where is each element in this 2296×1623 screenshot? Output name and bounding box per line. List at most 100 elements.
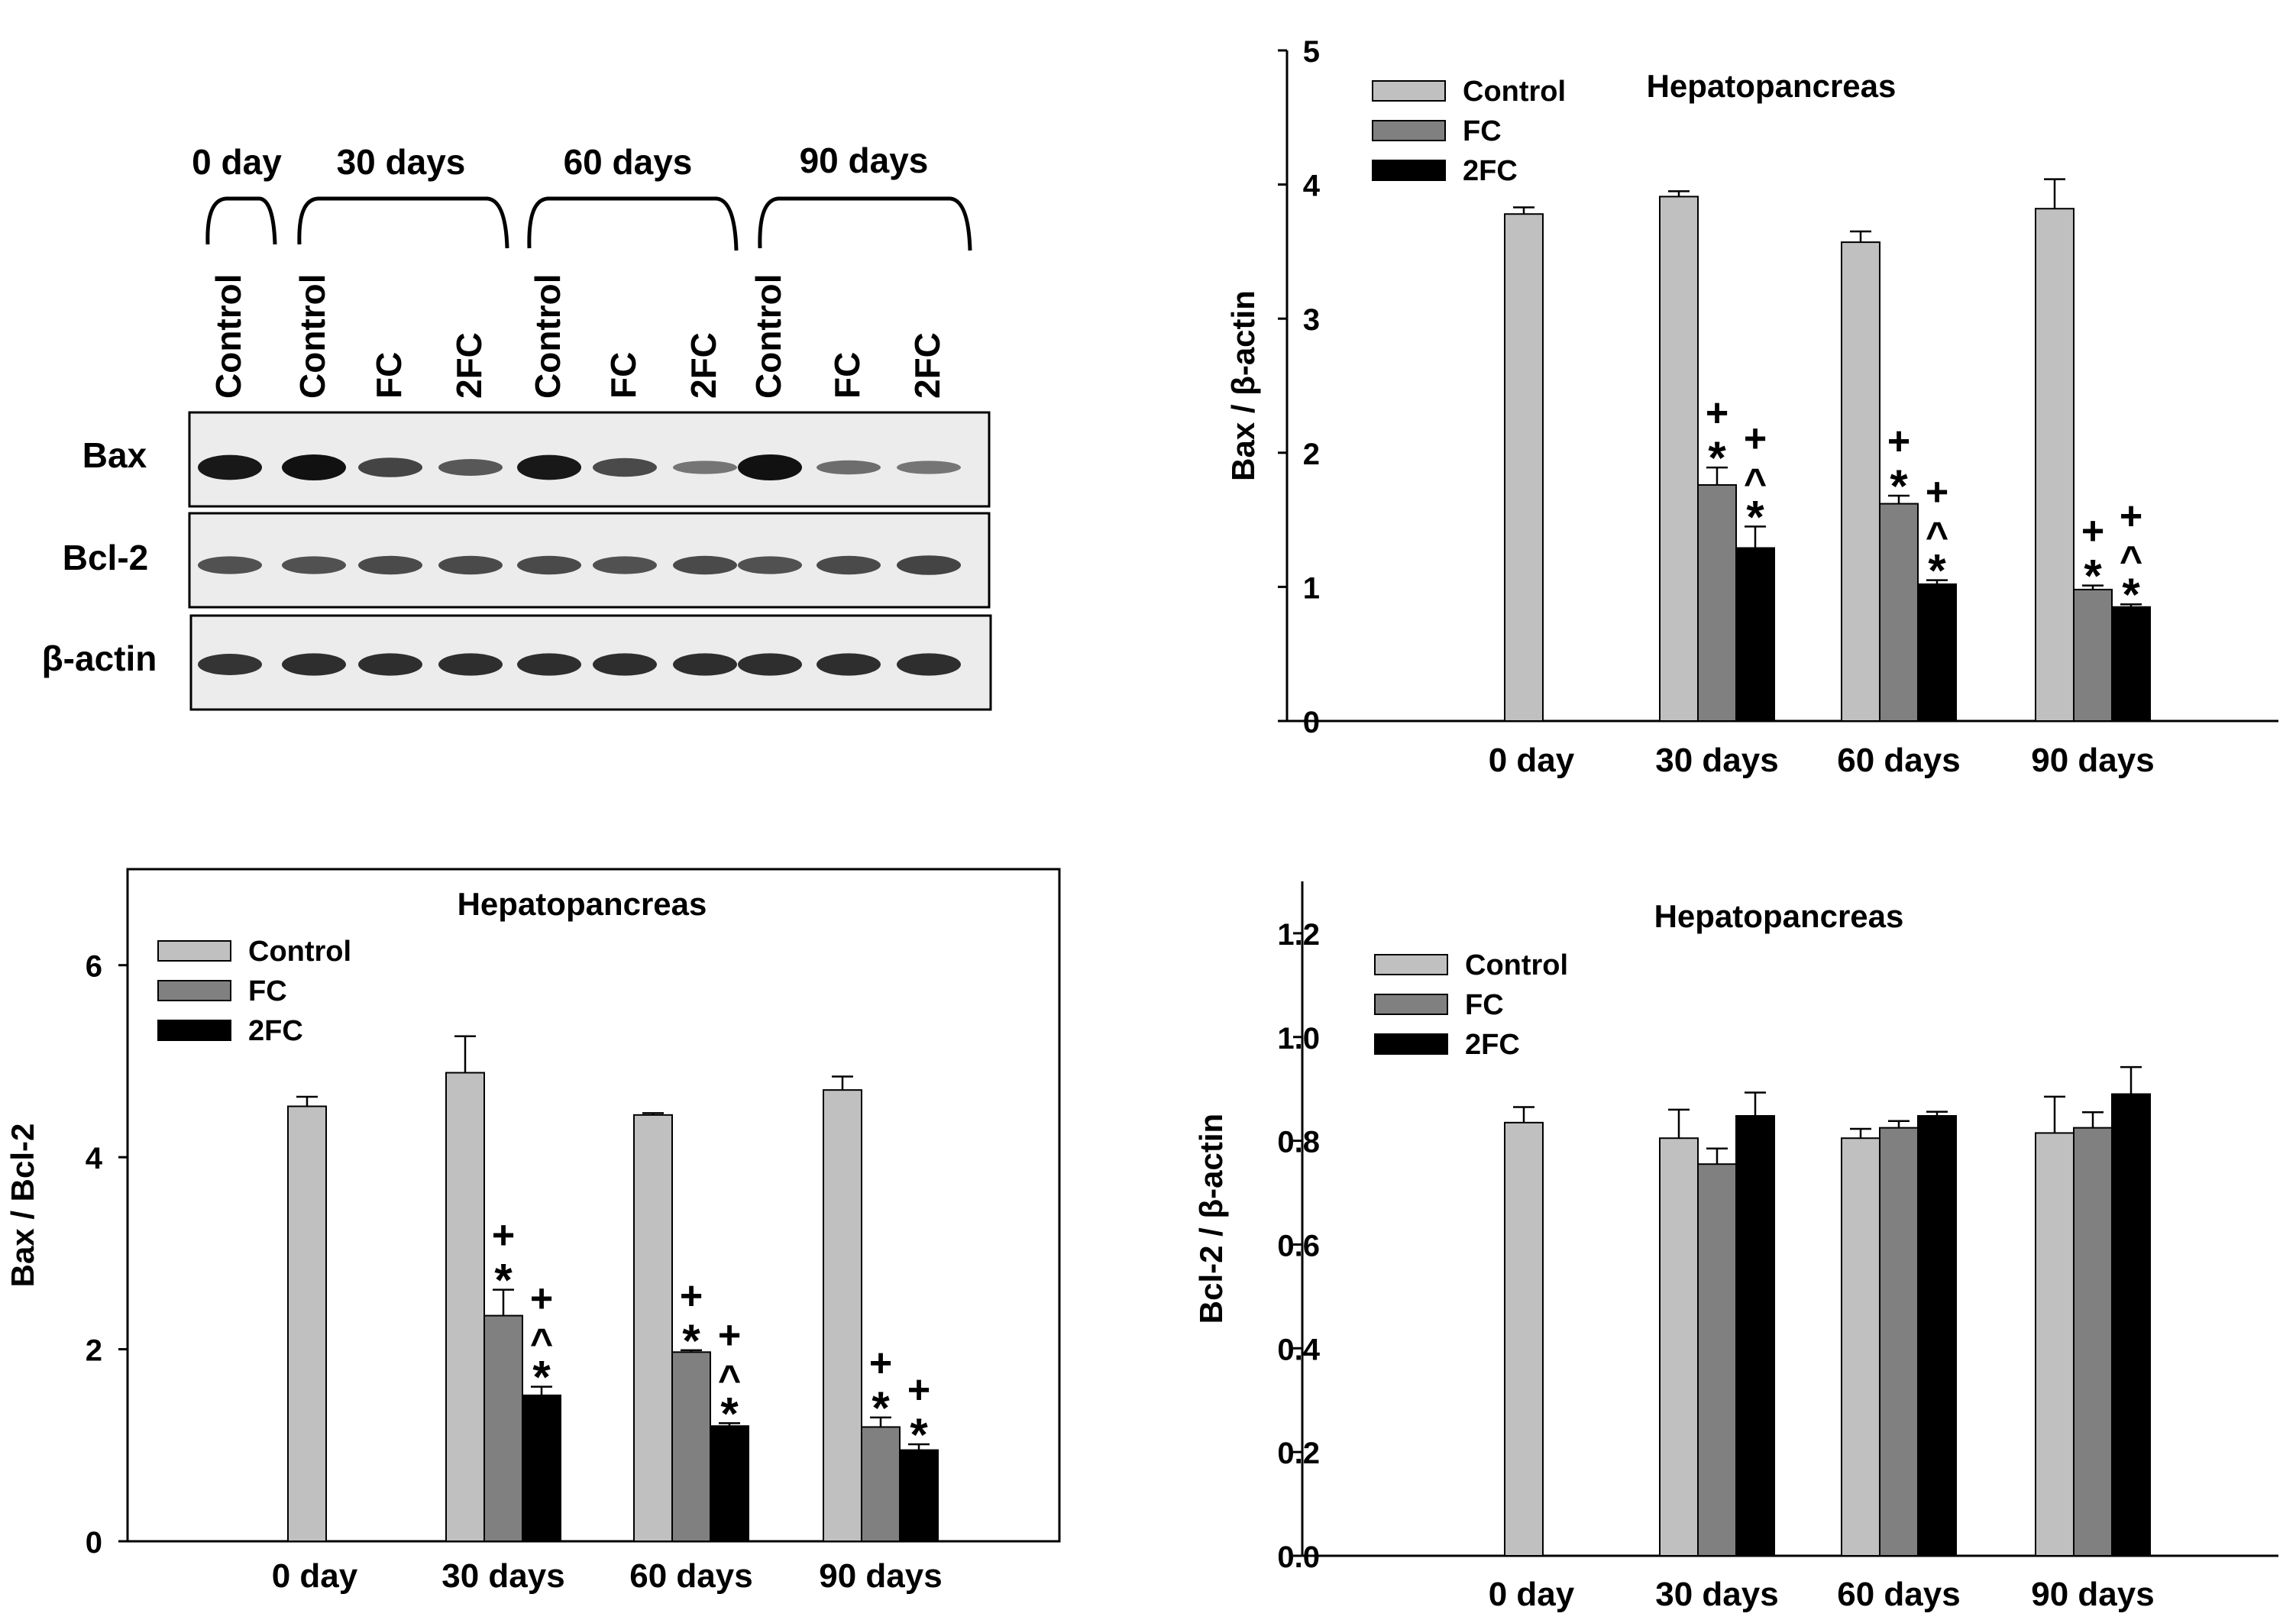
significance-mark: * xyxy=(2122,569,2140,620)
blot-lane-labels: Control Control FC 2FC Control FC 2FC Control FC… xyxy=(209,273,947,399)
blot-band-2-2 xyxy=(358,653,422,676)
blot-band-0-4 xyxy=(517,454,581,480)
blot-band-1-1 xyxy=(282,556,346,574)
legend-label: Control xyxy=(1463,76,1566,108)
bar-control-2 xyxy=(633,1114,673,1543)
y-axis-label: Bcl-2 / β-actin xyxy=(1193,1114,1229,1324)
y-tick-label: 0.6 xyxy=(1277,1229,1320,1263)
y-tick-label: 0.2 xyxy=(1277,1437,1320,1470)
x-tick-label: 90 days xyxy=(819,1557,942,1595)
bar-control-0 xyxy=(1504,213,1544,722)
significance-mark: * xyxy=(682,1315,700,1366)
bar-2fc-2 xyxy=(1917,1115,1957,1557)
blot-band-2-7 xyxy=(738,653,802,676)
significance-mark: * xyxy=(494,1255,513,1306)
y-axis-label: Bax / Bcl-2 xyxy=(5,1123,40,1288)
significance-mark: + xyxy=(1887,419,1910,464)
bar-fc-3 xyxy=(2073,588,2113,722)
x-tick-label: 30 days xyxy=(1655,1576,1778,1613)
x-tick-label: 90 days xyxy=(2031,742,2154,779)
blot-group-0: 0 day xyxy=(192,142,282,182)
significance-mark: + xyxy=(718,1313,741,1357)
bar-fc-3 xyxy=(2073,1127,2113,1557)
x-tick-label: 90 days xyxy=(2031,1576,2154,1613)
y-tick-label: 1 xyxy=(1303,571,1320,605)
significance-mark: + xyxy=(907,1368,930,1412)
bar-control-2 xyxy=(1841,241,1880,723)
blot-band-0-1 xyxy=(282,454,346,480)
x-tick-label: 60 days xyxy=(1837,742,1960,779)
blot-band-2-3 xyxy=(438,653,503,676)
blot-band-0-8 xyxy=(817,460,881,475)
legend-label: 2FC xyxy=(248,1015,303,1047)
significance-mark: * xyxy=(720,1388,739,1439)
blot-band-0-5 xyxy=(593,457,657,477)
blot-band-0-3 xyxy=(438,459,503,476)
legend-swatch xyxy=(157,940,231,962)
blot-bands xyxy=(198,454,961,676)
blot-band-1-4 xyxy=(517,555,581,575)
blot-band-2-1 xyxy=(282,653,346,676)
blot-band-1-9 xyxy=(897,555,961,575)
significance-mark: * xyxy=(872,1382,890,1434)
blot-band-0-7 xyxy=(738,454,802,480)
legend-label: FC xyxy=(1463,115,1502,147)
y-tick-label: 2 xyxy=(86,1334,102,1368)
bar-2fc-1 xyxy=(1735,547,1775,723)
blot-group-2: 60 days xyxy=(564,142,693,182)
blot-band-1-5 xyxy=(593,556,657,574)
blot-lane-label: 2FC xyxy=(449,332,489,399)
y-tick-label: 6 xyxy=(86,950,102,984)
bar-control-0 xyxy=(1504,1121,1544,1557)
blot-lane-label: FC xyxy=(369,352,409,399)
x-tick-label: 0 day xyxy=(1489,1576,1575,1613)
blot-lane-label: 2FC xyxy=(907,332,947,399)
bar-fc-2 xyxy=(671,1351,711,1543)
chart-bax-bcl2: 0 2 4 6 Bax / Bcl-2 0 day 30 days 60 days 90 day… xyxy=(5,868,1061,1595)
bar-2fc-3 xyxy=(2111,1093,2151,1557)
blot-band-1-6 xyxy=(673,555,737,575)
bar-fc-3 xyxy=(861,1426,901,1543)
blot-lane-label: FC xyxy=(827,352,867,399)
western-blot: 0 day 30 days 60 days 90 days Control Con… xyxy=(42,141,992,711)
bar-control-0 xyxy=(287,1105,327,1542)
bar-2fc-1 xyxy=(1735,1115,1775,1557)
blot-band-0-6 xyxy=(673,461,737,474)
blot-brackets xyxy=(205,196,972,251)
legend-label: 2FC xyxy=(1463,155,1518,187)
blot-band-1-3 xyxy=(438,555,503,575)
significance-mark: + xyxy=(1744,416,1767,461)
legend-swatch xyxy=(1374,1033,1448,1055)
significance-mark: ^ xyxy=(718,1357,741,1402)
blot-lane-label: Control xyxy=(293,273,332,399)
blot-lane-label: Control xyxy=(749,273,788,399)
chart-title: Hepatopancreas xyxy=(1654,898,1904,934)
y-tick-label: 0.4 xyxy=(1277,1333,1320,1366)
bar-2fc-2 xyxy=(1917,583,1957,722)
bar-control-2 xyxy=(1841,1137,1880,1557)
bar-2fc-2 xyxy=(710,1425,749,1542)
legend-label: Control xyxy=(1465,949,1568,981)
bar-control-1 xyxy=(445,1072,485,1542)
blot-row-label-bax: Bax xyxy=(82,435,147,475)
bar-fc-1 xyxy=(483,1314,523,1542)
legend-label: 2FC xyxy=(1465,1029,1520,1061)
significance-mark: + xyxy=(2120,494,2142,538)
significance-mark: * xyxy=(1746,491,1764,542)
chart-bcl2-actin: 0.0 0.2 0.4 0.6 0.8 1.0 1.2 Bcl-2 / β-actin 0 da… xyxy=(1193,881,2278,1613)
blot-lane-label: Control xyxy=(209,273,248,399)
legend-label: FC xyxy=(248,975,287,1007)
legend-label: FC xyxy=(1465,989,1504,1021)
significance-mark: ^ xyxy=(2120,538,2142,583)
x-tick-label: 60 days xyxy=(629,1557,752,1595)
x-tick-label: 0 day xyxy=(272,1557,358,1595)
bar-fc-2 xyxy=(1879,1127,1919,1557)
blot-band-1-0 xyxy=(198,556,262,574)
bar-control-3 xyxy=(2035,208,2074,722)
blot-band-2-4 xyxy=(517,653,581,676)
significance-mark: * xyxy=(532,1352,551,1403)
chart-bax-actin: 0 1 2 3 4 5 Bax / β-actin 0 day 30 days 60 days 90… xyxy=(1225,35,2278,779)
x-tick-label: 30 days xyxy=(1655,742,1778,779)
significance-mark: * xyxy=(1928,545,1946,597)
plot-frame xyxy=(126,868,1061,1543)
